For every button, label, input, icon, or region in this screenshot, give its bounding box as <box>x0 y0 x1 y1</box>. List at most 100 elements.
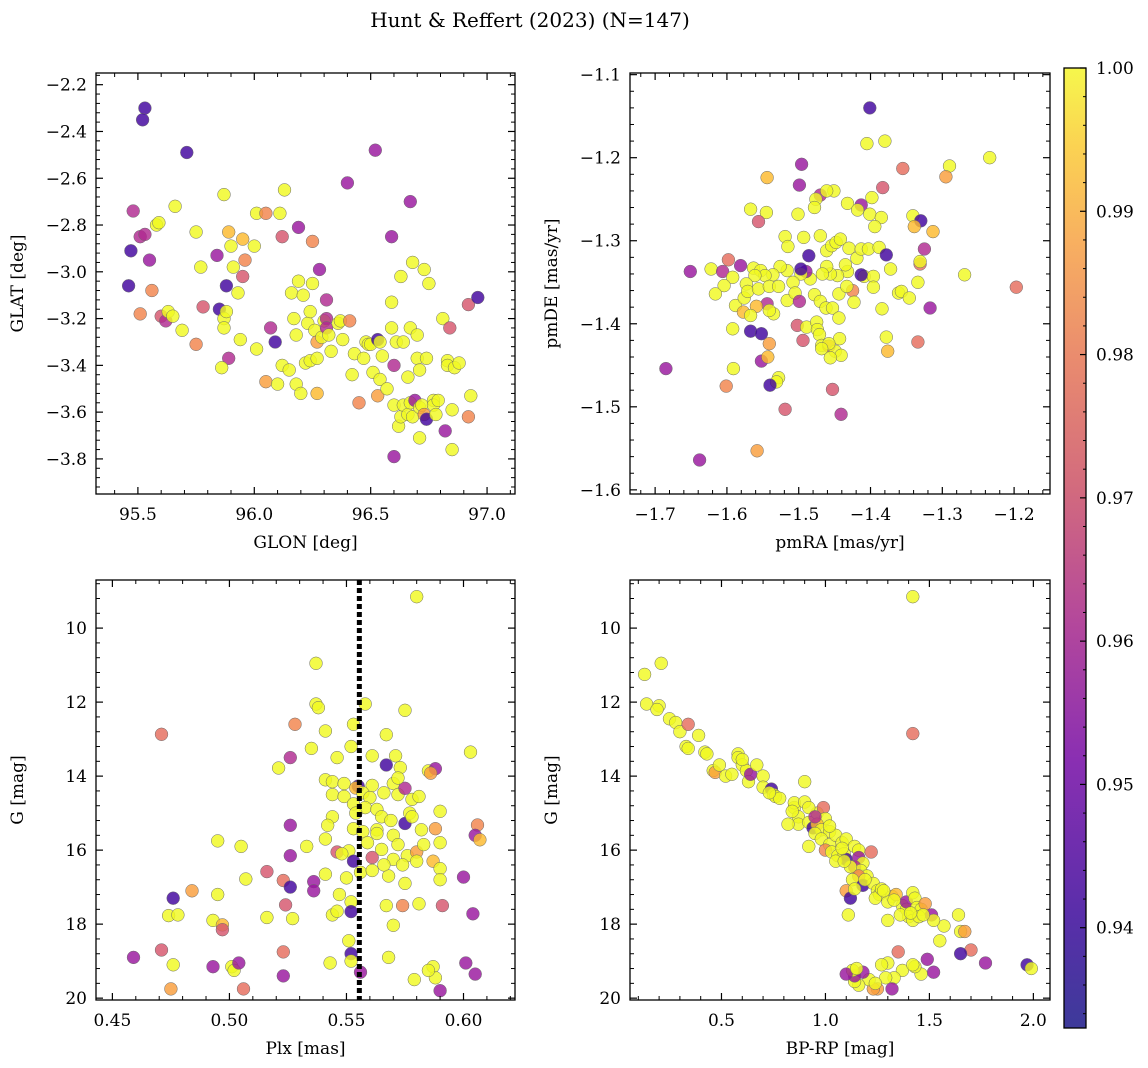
scatter-point <box>219 304 234 319</box>
scatter-point <box>1009 280 1023 294</box>
axes-frame <box>95 72 516 495</box>
scatter-point <box>401 370 415 384</box>
scatter-point <box>424 766 438 780</box>
scatter-point <box>283 750 297 765</box>
scatter-point <box>839 967 853 981</box>
colorbar-bar <box>1063 67 1087 1029</box>
x-tick-label: 97.0 <box>468 505 506 525</box>
x-tick-label: 0.45 <box>93 1011 131 1031</box>
scatter-point <box>858 873 872 887</box>
scatter-point <box>168 199 182 213</box>
scatter-point <box>323 956 337 970</box>
colorbar: 0.94 0.95 0.96 0.97 0.98 0.99 1.00 <box>1063 59 1134 1029</box>
scatter-point <box>435 898 450 913</box>
scatter-point <box>911 335 925 349</box>
y-tick-label: 10 <box>599 619 621 639</box>
scatter-point <box>226 260 240 274</box>
x-tick-label: −1.4 <box>850 505 891 525</box>
y-tick-label: 20 <box>65 989 87 1009</box>
scatter-point <box>421 963 436 978</box>
scatter-point <box>837 854 851 868</box>
scatter-point <box>360 836 375 850</box>
scatter-point <box>211 887 225 902</box>
scatter-point <box>407 972 421 987</box>
scatter-point <box>863 207 877 221</box>
scatter-point <box>373 372 387 387</box>
y-tick-label: −1.3 <box>580 232 621 252</box>
y-axis-label: GLAT [deg] <box>8 234 28 332</box>
scatter-point <box>278 898 293 912</box>
scatter-point <box>906 590 920 604</box>
scatter-point <box>344 954 358 968</box>
panel-glon-glat: 95.5 96.0 96.5 97.0 −3.8 −3.6 −3.4 −3.2 −3.0 −2.8… <box>8 72 516 553</box>
scatter-point <box>850 203 865 217</box>
scatter-point <box>270 377 285 391</box>
scatter-point <box>725 767 739 781</box>
scatter-point <box>417 262 431 277</box>
scatter-point <box>708 287 723 301</box>
scatter-point <box>726 270 740 284</box>
scatter-point <box>466 907 480 921</box>
scatter-point <box>459 956 473 970</box>
scatter-point <box>365 749 379 763</box>
y-tick-label: 14 <box>65 767 87 787</box>
scatter-point <box>887 893 901 907</box>
scatter-point <box>902 291 916 305</box>
scatter-point <box>461 410 476 424</box>
scatter-points <box>659 101 1023 467</box>
scatter-point <box>464 389 478 403</box>
scatter-point <box>433 984 447 998</box>
figure-title: Hunt & Reffert (2023) (N=147) <box>370 8 690 32</box>
scatter-point <box>283 880 297 894</box>
y-tick-label: −1.4 <box>580 315 621 335</box>
scatter-point <box>417 837 431 852</box>
scatter-point <box>236 232 250 246</box>
scatter-point <box>291 220 306 235</box>
x-tick-label: 1.5 <box>916 1011 943 1031</box>
scatter-point <box>412 897 426 911</box>
scatter-point <box>277 183 292 197</box>
scatter-point <box>410 590 424 604</box>
x-tick-label: 96.0 <box>235 505 273 525</box>
scatter-point <box>834 407 848 421</box>
scatter-point <box>762 786 776 800</box>
scatter-point <box>907 219 921 234</box>
scatter-point <box>885 982 899 996</box>
scatter-point <box>813 229 827 243</box>
scatter-point <box>412 363 427 377</box>
scatter-point <box>395 858 410 872</box>
scatter-point <box>743 202 758 216</box>
scatter-point <box>377 858 391 872</box>
scatter-point <box>398 876 412 891</box>
scatter-point <box>422 276 436 291</box>
scatter-point <box>310 351 324 365</box>
x-tick-label: 0.50 <box>210 1011 248 1031</box>
scatter-point <box>138 101 152 115</box>
scatter-point <box>868 976 882 990</box>
axes-frame <box>629 579 1051 1001</box>
scatter-point <box>337 776 351 791</box>
scatter-points <box>121 101 485 464</box>
scatter-point <box>883 262 898 276</box>
y-tick-label: 16 <box>599 841 621 861</box>
scatter-point <box>445 403 459 417</box>
scatter-point <box>735 752 749 767</box>
scatter-point <box>189 225 203 239</box>
x-axis-label: pmRA [mas/yr] <box>775 533 904 553</box>
scatter-point <box>721 253 736 267</box>
scatter-point <box>762 337 776 351</box>
scatter-point <box>387 449 401 464</box>
scatter-point <box>330 750 344 765</box>
colorbar-tick-label: 1.00 <box>1096 59 1134 79</box>
scatter-point <box>283 849 297 863</box>
scatter-point <box>285 911 300 926</box>
scatter-point <box>854 268 868 282</box>
scatter-point <box>282 363 296 377</box>
scatter-points <box>637 590 1038 996</box>
scatter-point <box>273 206 287 220</box>
scatter-point <box>864 845 878 859</box>
y-tick-label: 10 <box>65 619 87 639</box>
scatter-point <box>154 727 169 741</box>
panel-pmra-pmde: −1.7 −1.6 −1.5 −1.4 −1.3 −1.2 −1.6 −1.5 −1.4 −1.3… <box>542 66 1051 553</box>
scatter-point <box>138 227 152 242</box>
